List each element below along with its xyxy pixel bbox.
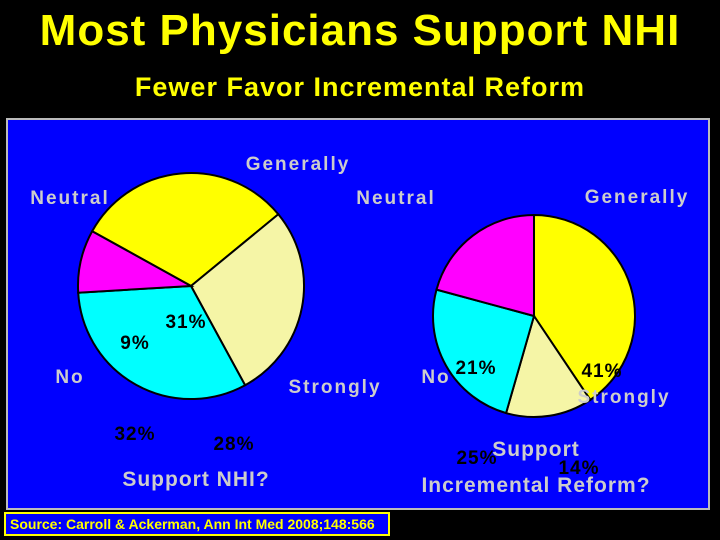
page-title: Most Physicians Support NHI — [39, 6, 681, 55]
chart-panel: 31% 28% 32% 9% Generally Strongly No Neutral Sup… — [6, 118, 710, 510]
slice-value-label: 14% — [558, 458, 599, 479]
slice-category-label: Generally — [246, 154, 351, 175]
slice-category-label: Strongly — [288, 377, 381, 398]
slice-value-label: 21% — [455, 358, 496, 379]
pie-slice-neutral — [77, 229, 195, 294]
pie-slice-generally — [533, 213, 637, 402]
page-subtitle: Fewer Favor Incremental Reform — [134, 72, 586, 102]
chart-title: Incremental Reform? — [421, 474, 650, 497]
pie-slice-neutral — [435, 213, 535, 318]
slice-category-label: No — [421, 367, 450, 388]
slice-value-label: 9% — [120, 333, 149, 354]
pie-slice-strongly — [189, 212, 305, 387]
slice-category-label: Generally — [585, 187, 690, 208]
slice-value-label: 31% — [165, 312, 206, 333]
chart-title: Support — [492, 438, 579, 461]
slice-category-label: Strongly — [577, 387, 670, 408]
chart-title: Support NHI? — [122, 468, 269, 491]
slice-category-label: No — [55, 367, 84, 388]
slice-value-label: 41% — [581, 361, 622, 382]
slice-category-label: Neutral — [356, 188, 435, 209]
pie-slice-no — [77, 284, 247, 400]
pie-charts: 31% 28% 32% 9% Generally Strongly No Neutral Sup… — [30, 154, 690, 497]
slice-value-label: 25% — [456, 448, 497, 469]
slice-category-label: Neutral — [30, 188, 109, 209]
source-citation: Source: Carroll & Ackerman, Ann Int Med … — [4, 512, 390, 536]
slice-value-label: 28% — [213, 434, 254, 455]
pie-slice-generally — [90, 172, 280, 288]
pie-slice-no — [432, 288, 536, 415]
slice-value-label: 32% — [114, 424, 155, 445]
